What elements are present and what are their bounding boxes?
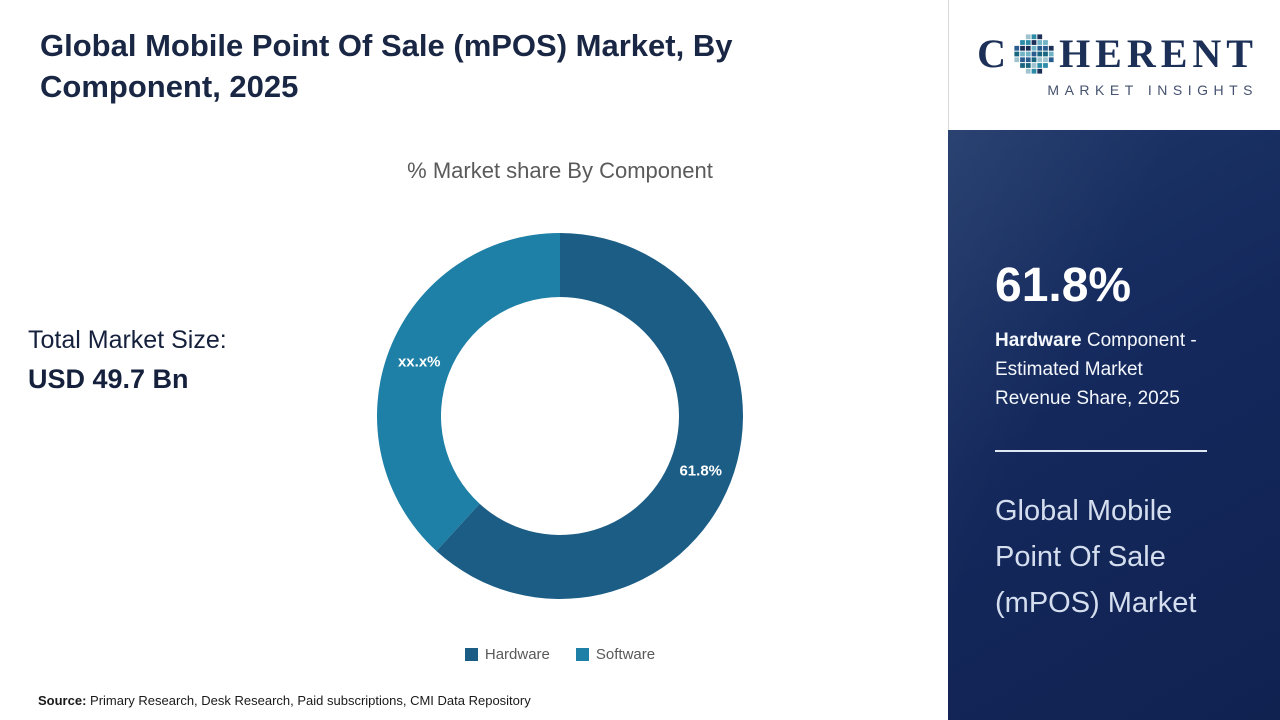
legend-swatch-hardware <box>464 648 478 661</box>
total-market-size-value: USD 49.7 Bn <box>28 364 189 394</box>
legend-label-software: Software <box>595 646 656 663</box>
donut-chart: 61.8% xx.x% <box>377 233 743 599</box>
source-label: Source: <box>38 693 87 708</box>
panel-title: Global Mobile Point Of Sale (mPOS) Marke… <box>995 495 1197 619</box>
slice-label-hardware: 61.8% <box>679 463 722 480</box>
stat-value: 61.8% <box>995 259 1132 312</box>
chart-legend: Hardware Software <box>330 646 790 663</box>
source-text: Primary Research, Desk Research, Paid su… <box>86 693 531 708</box>
brand-prefix: C <box>977 31 1012 76</box>
chart-subtitle: % Market share By Component <box>407 158 713 183</box>
logo-box: C HERENT MARKET INSIGHTS <box>948 0 1280 130</box>
stat-label-rest: Component - Estimated Market Revenue Sha… <box>995 330 1197 409</box>
page-title: Global Mobile Point Of Sale (mPOS) Marke… <box>40 28 733 104</box>
total-market-size: Total Market Size: USD 49.7 Bn <box>28 326 227 395</box>
panel-divider <box>995 450 1207 452</box>
highlight-panel: 61.8% Hardware Component - Estimated Mar… <box>948 130 1280 720</box>
legend-label-hardware: Hardware <box>484 646 550 663</box>
donut-segment-software <box>377 233 560 551</box>
brand-suffix: HERENT <box>1059 31 1258 76</box>
total-market-size-label: Total Market Size: <box>28 326 227 354</box>
brand-logo: C HERENT <box>977 32 1258 76</box>
brand-tagline: MARKET INSIGHTS <box>1047 82 1258 98</box>
stat-label-bold: Hardware <box>995 330 1082 351</box>
slice-label-software: xx.x% <box>398 353 441 370</box>
source-note: Source: Primary Research, Desk Research,… <box>38 693 531 708</box>
legend-item-software: Software <box>575 646 656 663</box>
donut-segment-hardware <box>436 233 743 599</box>
mosaic-globe-icon <box>1014 34 1054 74</box>
stat-label: Hardware Component - Estimated Market Re… <box>995 326 1217 413</box>
legend-item-hardware: Hardware <box>464 646 550 663</box>
legend-swatch-software <box>575 648 589 661</box>
